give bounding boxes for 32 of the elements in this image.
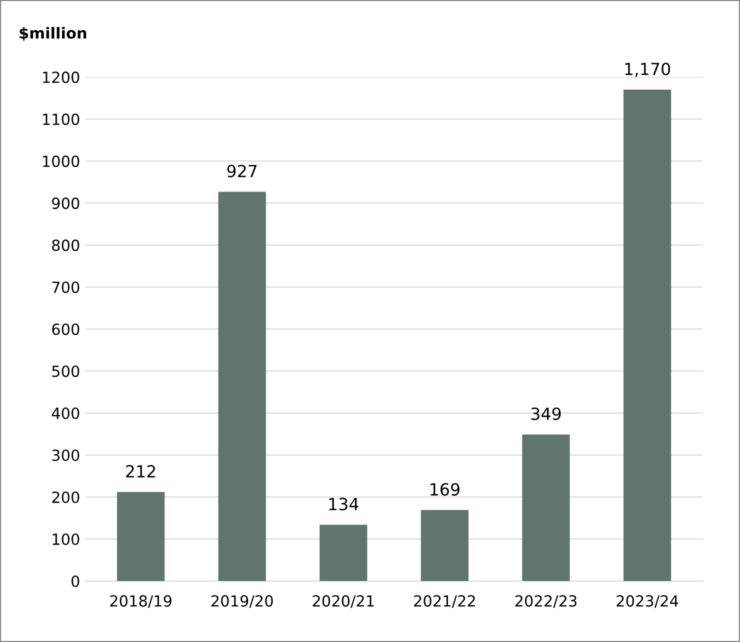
- x-tick-label: 2020/21: [312, 595, 374, 608]
- bar: [117, 492, 165, 582]
- y-tick-label: 1200: [43, 72, 80, 84]
- y-tick-label: 1000: [43, 156, 80, 168]
- data-label: 349: [531, 407, 561, 420]
- y-tick-label: 300: [52, 449, 80, 462]
- data-label: 169: [430, 483, 460, 496]
- y-tick-label: 100: [52, 533, 80, 546]
- x-tick-label: 2022/23: [515, 595, 576, 608]
- x-tick-label: 2023/24: [616, 595, 678, 608]
- bar: [623, 90, 672, 582]
- y-axis-title: $million: [20, 26, 86, 41]
- y-tick-label: 900: [52, 198, 80, 210]
- y-tick-label: 400: [52, 407, 80, 420]
- y-tick-label: 0: [72, 575, 80, 588]
- y-tick-label: 200: [52, 491, 80, 504]
- bar: [522, 434, 570, 582]
- bar: [420, 510, 468, 582]
- x-tick-label: 2018/19: [110, 595, 172, 608]
- data-label: 1,170: [625, 62, 670, 77]
- y-tick-label: 1100: [43, 114, 80, 126]
- data-label: 212: [126, 465, 156, 478]
- x-tick-label: 2021/22: [414, 595, 475, 608]
- y-tick-label: 500: [52, 365, 80, 378]
- bar: [218, 192, 266, 582]
- bar: [320, 524, 368, 582]
- y-tick-label: 600: [52, 323, 80, 336]
- data-label: 927: [227, 164, 257, 178]
- x-tick-label: 2019/20: [211, 595, 273, 608]
- data-label: 134: [329, 498, 358, 510]
- y-tick-label: 800: [52, 239, 80, 252]
- y-tick-label: 700: [52, 281, 80, 294]
